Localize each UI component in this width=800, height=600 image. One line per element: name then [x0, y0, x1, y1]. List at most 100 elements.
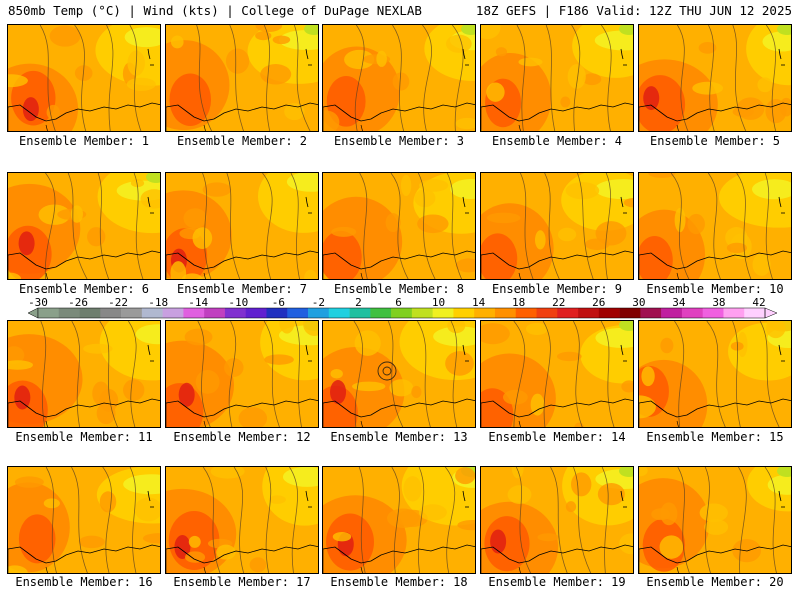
colorbar-swatch [391, 308, 413, 318]
chart-title: 850mb Temp (°C) | Wind (kts) | College o… [8, 3, 422, 18]
colorbar-swatch [494, 308, 517, 318]
ensemble-map-panel [165, 320, 319, 428]
temperature-map [323, 467, 475, 573]
colorbar-tick-label: 10 [432, 296, 445, 309]
ensemble-map-panel [322, 172, 476, 280]
colorbar-tick-label: -2 [312, 296, 325, 309]
ensemble-member-label: Ensemble Member: 8 [333, 282, 465, 296]
colorbar-tick-label: -10 [228, 296, 248, 309]
colorbar-swatch [578, 308, 600, 318]
ensemble-map-panel [165, 466, 319, 574]
ensemble-map-panel [480, 320, 634, 428]
ensemble-map-panel [480, 466, 634, 574]
ensemble-member-label: Ensemble Member: 9 [491, 282, 623, 296]
colorbar-swatch [287, 308, 309, 318]
ensemble-map-panel [638, 24, 792, 132]
colorbar-swatch [370, 308, 392, 318]
colorbar-swatch [121, 308, 143, 318]
ensemble-member-label: Ensemble Member: 12 [173, 430, 311, 444]
colorbar-tick-label: 26 [592, 296, 605, 309]
colorbar-tick-label: 34 [672, 296, 686, 309]
ensemble-map-panel [7, 466, 161, 574]
ensemble-member-label: Ensemble Member: 2 [176, 134, 308, 148]
colorbar-swatch [702, 308, 724, 318]
ensemble-member-label: Ensemble Member: 7 [176, 282, 308, 296]
ensemble-map-panel [322, 320, 476, 428]
colorbar-swatch [598, 308, 620, 318]
temperature-map [481, 173, 633, 279]
colorbar-swatch [266, 308, 288, 318]
colorbar-swatch [204, 308, 226, 318]
ensemble-map-panel [480, 24, 634, 132]
temperature-map [323, 25, 475, 131]
colorbar-swatch [183, 308, 205, 318]
temperature-map [481, 321, 633, 427]
ensemble-member-label: Ensemble Member: 5 [649, 134, 781, 148]
ensemble-member-label: Ensemble Member: 14 [488, 430, 626, 444]
run-valid-time: 18Z GEFS | F186 Valid: 12Z THU JUN 12 20… [475, 3, 792, 18]
colorbar-swatch [411, 308, 433, 318]
colorbar-tick-label: -18 [148, 296, 168, 309]
colorbar-swatch [557, 308, 579, 318]
temperature-map [639, 467, 791, 573]
temperature-map [166, 25, 318, 131]
colorbar-swatch [536, 308, 558, 318]
colorbar-tick-label: 38 [712, 296, 725, 309]
colorbar-swatch [245, 308, 267, 318]
ensemble-member-label: Ensemble Member: 13 [330, 430, 468, 444]
ensemble-member-label: Ensemble Member: 3 [333, 134, 465, 148]
ensemble-member-label: Ensemble Member: 18 [330, 575, 468, 589]
temperature-map [639, 25, 791, 131]
ensemble-member-label: Ensemble Member: 16 [15, 575, 153, 589]
ensemble-map-panel [638, 320, 792, 428]
ensemble-member-label: Ensemble Member: 15 [646, 430, 784, 444]
ensemble-map-panel [322, 24, 476, 132]
colorbar-swatch [79, 308, 101, 318]
colorbar-tick-label: -30 [28, 296, 48, 309]
temperature-map [481, 25, 633, 131]
temperature-map [323, 321, 475, 427]
ensemble-member-label: Ensemble Member: 6 [18, 282, 150, 296]
colorbar-tick-label: 14 [472, 296, 486, 309]
colorbar-swatch [349, 308, 371, 318]
colorbar-tick-label: 18 [512, 296, 525, 309]
colorbar-swatch [100, 308, 122, 318]
colorbar-swatch [681, 308, 703, 318]
colorbar-tick-label: 30 [632, 296, 645, 309]
colorbar-swatch [453, 308, 475, 318]
ensemble-member-label: Ensemble Member: 19 [488, 575, 626, 589]
colorbar-swatch [38, 308, 60, 318]
ensemble-member-label: Ensemble Member: 17 [173, 575, 311, 589]
ensemble-map-panel [638, 466, 792, 574]
colorbar-swatch [224, 308, 247, 318]
ensemble-member-label: Ensemble Member: 20 [646, 575, 784, 589]
colorbar-tick-label: -6 [272, 296, 285, 309]
colorbar-swatch [474, 308, 496, 318]
colorbar-swatch [432, 308, 454, 318]
ensemble-map-panel [7, 320, 161, 428]
temperature-map [166, 321, 318, 427]
colorbar-tick-label: -26 [68, 296, 88, 309]
ensemble-member-label: Ensemble Member: 10 [646, 282, 784, 296]
temperature-map [639, 321, 791, 427]
colorbar-swatch [619, 308, 641, 318]
ensemble-member-label: Ensemble Member: 1 [18, 134, 150, 148]
colorbar-swatch [328, 308, 350, 318]
ensemble-member-label: Ensemble Member: 4 [491, 134, 623, 148]
colorbar-tick-label: -14 [188, 296, 208, 309]
colorbar-swatch [58, 308, 80, 318]
ensemble-map-panel [165, 24, 319, 132]
temperature-map [166, 467, 318, 573]
temperature-map [8, 173, 160, 279]
ensemble-map-panel [638, 172, 792, 280]
colorbar-tick-label: 2 [355, 296, 362, 309]
ensemble-map-panel [165, 172, 319, 280]
temperature-map [8, 25, 160, 131]
ensemble-map-panel [7, 172, 161, 280]
ensemble-member-label: Ensemble Member: 11 [15, 430, 153, 444]
temperature-map [323, 173, 475, 279]
colorbar-swatch [661, 308, 683, 318]
colorbar-swatch [308, 308, 330, 318]
colorbar-swatch [640, 308, 662, 318]
temperature-map [481, 467, 633, 573]
